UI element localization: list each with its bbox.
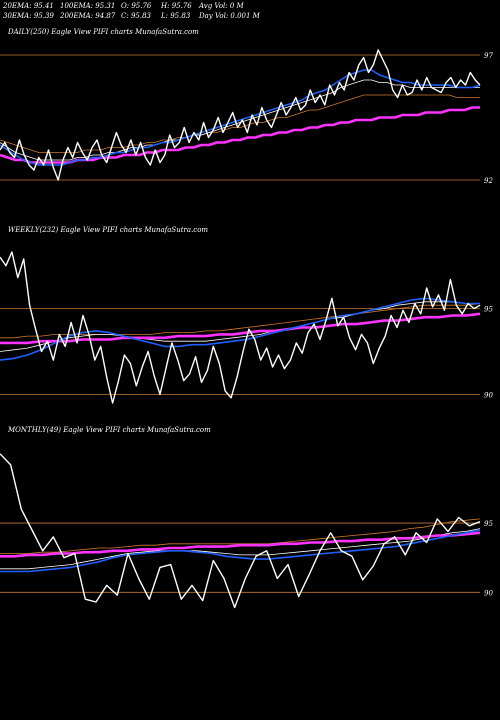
ema20-stat: 20EMA: 95.41 bbox=[3, 2, 54, 10]
y-tick-label-1-0: 95 bbox=[484, 306, 493, 314]
weekly-panel-title: WEEKLY(232) Eagle View PIFI charts Munaf… bbox=[8, 226, 209, 234]
day-vol-stat: Day Vol: 0.001 M bbox=[199, 12, 260, 20]
ema30-series-line-1 bbox=[0, 301, 480, 352]
ema200-stat: 200EMA: 94.87 bbox=[60, 12, 116, 20]
ema100-series-line-2 bbox=[0, 518, 481, 554]
y-tick-label-1-1: 90 bbox=[484, 391, 493, 399]
price-series-line-1 bbox=[0, 251, 481, 404]
ema20-series-line-0 bbox=[0, 69, 481, 166]
low-stat: L: 95.83 bbox=[161, 12, 191, 20]
y-tick-label-2-1: 90 bbox=[484, 589, 493, 597]
y-tick-label-2-0: 95 bbox=[484, 520, 493, 528]
y-tick-label-0-1: 92 bbox=[484, 177, 493, 185]
price-series-line-2 bbox=[0, 453, 481, 609]
ema30-series-line-2 bbox=[0, 528, 481, 570]
monthly-panel-title: MONTHLY(49) Eagle View PIFI charts Munaf… bbox=[8, 426, 211, 434]
avg-vol-stat: Avg Vol: 0 M bbox=[199, 2, 244, 10]
ema200-series-line-0 bbox=[0, 106, 480, 164]
ema100-series-line-1 bbox=[0, 303, 481, 339]
close-stat: C: 95.83 bbox=[121, 12, 151, 20]
high-stat: H: 95.76 bbox=[161, 2, 192, 10]
price-series-line-0 bbox=[0, 49, 481, 181]
y-tick-label-0-0: 97 bbox=[484, 52, 493, 60]
daily-panel-title: DAILY(250) Eagle View PIFI charts Munafa… bbox=[8, 28, 199, 36]
ema20-series-line-1 bbox=[0, 297, 480, 361]
ema100-stat: 100EMA: 95.31 bbox=[60, 2, 116, 10]
ema30-stat: 30EMA: 95.39 bbox=[3, 12, 54, 20]
open-stat: O: 95.76 bbox=[121, 2, 152, 10]
ema200-series-line-2 bbox=[0, 531, 481, 558]
ema100-series-line-0 bbox=[0, 94, 480, 153]
